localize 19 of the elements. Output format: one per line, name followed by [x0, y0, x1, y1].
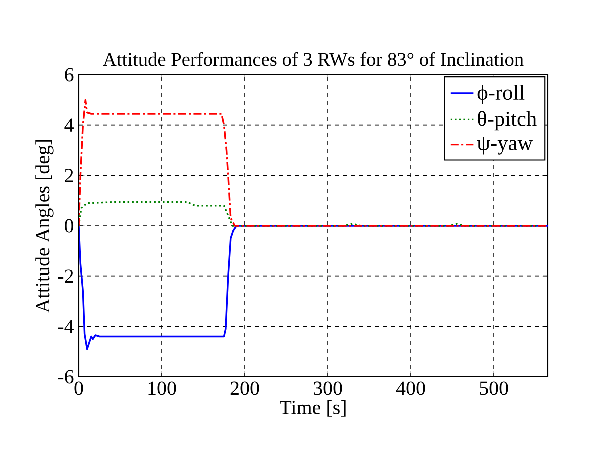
chart-title: Attitude Performances of 3 RWs for 83° of Inclination [103, 52, 524, 66]
x-tick-label: 300 [314, 382, 342, 396]
y-tick-label: -4 [58, 320, 74, 334]
x-tick-label: 100 [148, 382, 176, 396]
legend-label: ϕ-roll [478, 85, 525, 104]
y-tick-label: 0 [65, 219, 74, 233]
x-tick-label: 200 [230, 382, 260, 396]
x-tick-label: 400 [396, 382, 426, 396]
x-axis-title: Time [s] [280, 400, 346, 417]
y-axis-title: Attitude Angles [deg] [36, 140, 54, 314]
y-tick-label: 4 [64, 118, 74, 132]
x-tick-label: 0 [74, 382, 84, 396]
legend-label: θ-pitch [478, 111, 537, 131]
y-tick-label: -6 [58, 370, 74, 384]
y-tick-label: -2 [58, 270, 74, 283]
x-tick-label: 500 [480, 382, 508, 396]
y-tick-label: 6 [65, 68, 74, 82]
legend-label: ψ-yaw [477, 137, 534, 155]
y-tick-label: 2 [65, 169, 74, 182]
